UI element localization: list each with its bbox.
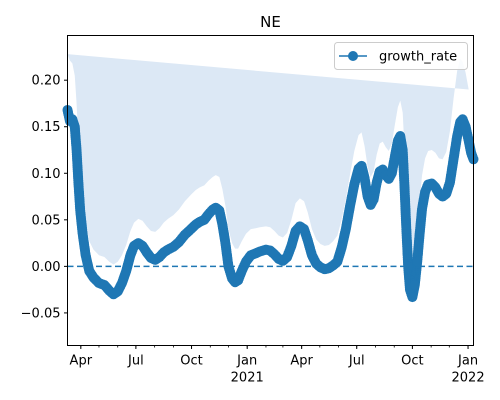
y-tick-label: 0.00 [32,260,61,275]
data-point [286,240,297,251]
data-point [214,205,225,216]
data-point [116,278,127,289]
data-point [220,238,231,249]
x-tick-label: Apr [290,354,313,369]
x-tick-label: Jan [457,354,478,369]
data-point [236,266,247,277]
data-point [463,135,474,146]
data-point [306,250,317,261]
data-point [441,188,452,199]
data-point [299,224,310,235]
data-point [407,292,418,303]
x-tick-label: Apr [70,354,93,369]
y-tick-label: 0.15 [32,120,61,135]
data-point [302,235,313,246]
data-point [399,182,410,193]
legend-marker-swatch [348,51,358,61]
x-tick-year-label: 2022 [452,371,485,386]
data-point [77,228,88,239]
data-point [444,177,455,188]
data-point [173,237,184,248]
data-point [359,172,370,183]
data-point [349,179,360,190]
x-tick-label: Jul [127,354,144,369]
x-tick-label: Oct [180,354,202,369]
data-point [223,261,234,272]
data-point [75,205,86,216]
y-tick-label: 0.10 [32,167,61,182]
chart-title: NE [260,13,281,31]
data-point [414,228,425,239]
data-point [121,266,132,277]
data-point [217,219,228,230]
data-point [368,194,379,205]
y-axis: −0.05 0.00 0.05 0.10 0.15 0.20 [21,74,68,321]
data-point [395,131,406,142]
legend: growth_rate [334,42,468,70]
data-point [403,261,414,272]
data-point [233,275,244,286]
x-tick-year-label: 2021 [231,371,264,386]
data-point [345,200,356,211]
x-tick-label: Jan [236,354,257,369]
data-point [112,286,123,297]
data-point [389,151,400,162]
data-point [282,252,293,263]
data-point [448,154,459,165]
data-point [386,168,397,179]
y-tick-label: −0.05 [21,306,61,321]
y-tick-label: 0.20 [32,74,61,89]
data-point [371,177,382,188]
data-point [460,121,471,132]
data-point [125,250,136,261]
data-point [401,224,412,235]
x-tick-label: Jul [348,354,365,369]
data-point [452,131,463,142]
plot-layer [62,54,479,303]
confidence-band [67,54,469,265]
data-point [73,177,84,188]
data-point [80,250,91,261]
data-point [332,256,343,267]
data-point [412,256,423,267]
data-point [340,224,351,235]
axes-frame [67,35,474,346]
data-point [409,279,420,290]
legend-label-growth-rate: growth_rate [379,50,457,65]
data-point [356,160,367,171]
data-point [69,121,80,132]
data-point [71,145,82,155]
x-axis: Apr Jul Oct Jan 2021 Apr Jul Oct Jan 2022 [70,345,485,386]
y-tick-label: 0.05 [32,213,61,228]
data-point [417,203,428,214]
data-point [336,242,347,253]
legend-box [334,42,468,70]
data-point [397,145,408,155]
x-tick-label: Oct [401,354,423,369]
